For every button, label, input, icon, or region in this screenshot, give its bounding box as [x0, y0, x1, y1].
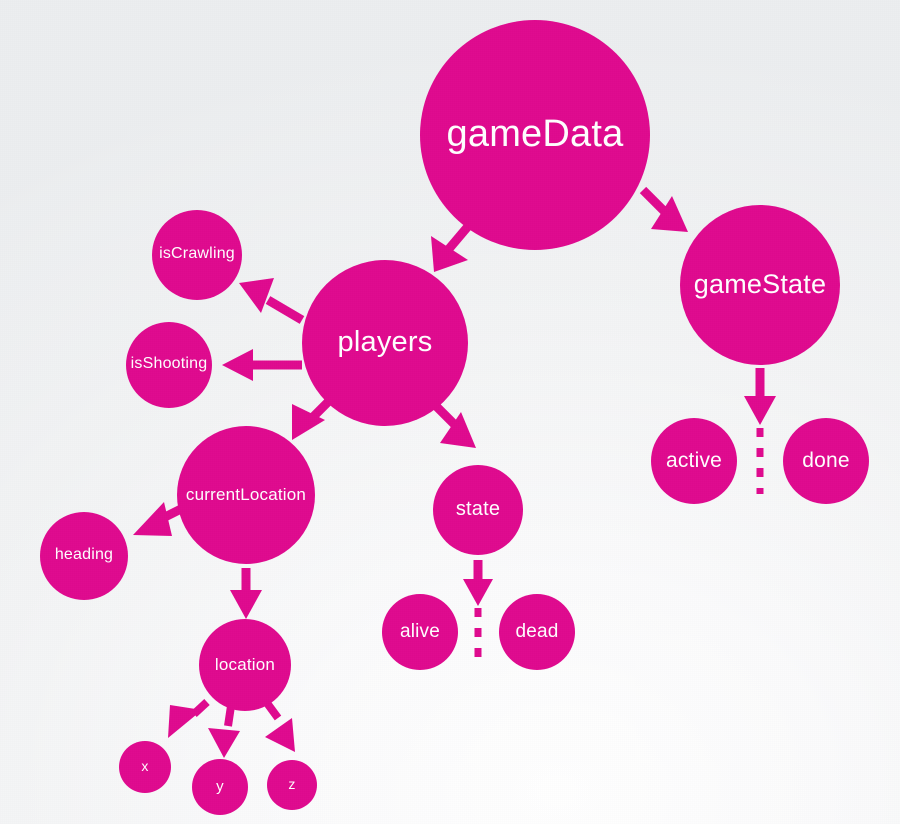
node-label-active: active — [665, 448, 723, 472]
node-state[interactable]: state — [433, 465, 523, 555]
edge-players-isCrawling — [239, 278, 305, 324]
edge-players-isShooting — [222, 349, 302, 381]
node-label-location: location — [214, 654, 276, 674]
node-active[interactable]: active — [651, 418, 737, 504]
node-location[interactable]: location — [199, 619, 291, 711]
node-isCrawling[interactable]: isCrawling — [152, 210, 242, 300]
node-label-y: y — [216, 777, 224, 795]
node-gameState[interactable]: gameState — [680, 205, 840, 365]
node-label-alive: alive — [399, 620, 441, 642]
node-x[interactable]: x — [119, 741, 171, 793]
node-players[interactable]: players — [302, 260, 468, 426]
node-label-z: z — [288, 776, 296, 792]
edge-gameState-choice — [744, 368, 776, 494]
node-label-state: state — [455, 498, 501, 520]
edge-gameData-gameState — [639, 186, 688, 232]
node-z[interactable]: z — [267, 760, 317, 810]
node-label-players: players — [337, 325, 433, 358]
node-label-gameState: gameState — [693, 268, 827, 299]
node-heading[interactable]: heading — [40, 512, 128, 600]
node-label-isShooting: isShooting — [130, 355, 208, 372]
edge-location-y — [208, 705, 240, 758]
node-label-isCrawling: isCrawling — [159, 245, 235, 262]
edge-currentLocation-heading — [133, 502, 186, 536]
node-alive[interactable]: alive — [382, 594, 458, 670]
node-label-currentLocation: currentLocation — [185, 484, 307, 504]
node-isShooting[interactable]: isShooting — [126, 322, 212, 408]
edge-location-z — [263, 700, 295, 752]
node-label-done: done — [802, 448, 850, 472]
edge-state-choice — [463, 560, 493, 664]
node-gameData[interactable]: gameData — [420, 20, 650, 250]
node-label-x: x — [141, 758, 149, 774]
node-label-heading: heading — [54, 546, 114, 563]
node-done[interactable]: done — [783, 418, 869, 504]
edge-currentLocation-location — [230, 568, 262, 619]
edge-players-currentLocation — [292, 396, 334, 440]
node-y[interactable]: y — [192, 759, 248, 815]
node-currentLocation[interactable]: currentLocation — [177, 426, 315, 564]
edge-players-state — [430, 400, 476, 448]
node-dead[interactable]: dead — [499, 594, 575, 670]
node-label-gameData: gameData — [446, 113, 624, 155]
edge-gameData-players — [431, 221, 474, 272]
edge-location-x — [168, 699, 210, 738]
node-label-dead: dead — [515, 620, 559, 642]
